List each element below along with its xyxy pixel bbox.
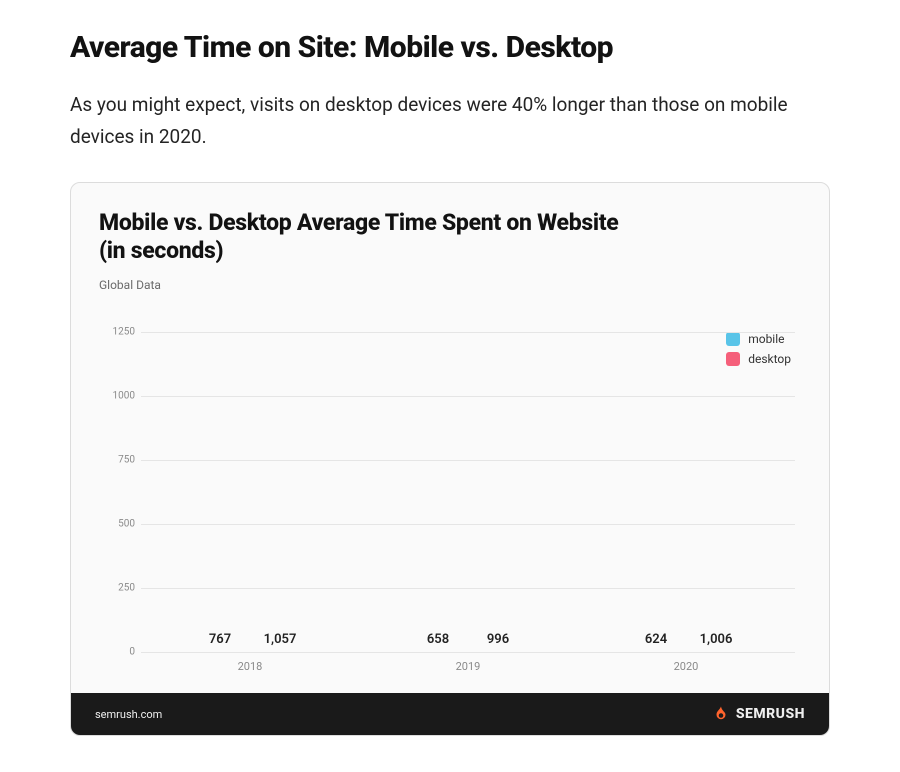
page-root: Average Time on Site: Mobile vs. Desktop… <box>0 0 900 766</box>
bar-value-label: 767 <box>209 632 231 647</box>
y-tick-label: 1000 <box>99 391 135 402</box>
y-tick-label: 250 <box>99 583 135 594</box>
chart-area: mobile desktop 025050075010001250 7671,0… <box>99 332 801 673</box>
y-tick-label: 1250 <box>99 327 135 338</box>
chart-card-body: Mobile vs. Desktop Average Time Spent on… <box>71 183 829 694</box>
gridline <box>141 652 795 653</box>
brand: SEMRUSH <box>712 705 805 723</box>
bar-value-label: 996 <box>487 632 509 647</box>
bar-value-label: 1,057 <box>264 632 297 647</box>
y-tick-label: 750 <box>99 455 135 466</box>
bar-value-label: 624 <box>645 632 667 647</box>
flame-icon <box>712 705 730 723</box>
card-footer: semrush.com SEMRUSH <box>71 693 829 735</box>
intro-text: As you might expect, visits on desktop d… <box>70 89 810 154</box>
x-tick-label: 2020 <box>577 660 795 673</box>
bars-container: 767 1,057 658 996 624 1,006 <box>141 332 795 652</box>
x-tick-label: 2019 <box>359 660 577 673</box>
bar-value-label: 1,006 <box>700 632 733 647</box>
brand-text: SEMRUSH <box>736 706 805 722</box>
x-axis: 201820192020 <box>141 660 795 673</box>
page-title: Average Time on Site: Mobile vs. Desktop <box>70 30 830 65</box>
y-tick-label: 0 <box>99 647 135 658</box>
plot-area: 025050075010001250 7671,0576589966241,00… <box>141 332 795 652</box>
footer-site: semrush.com <box>95 708 162 721</box>
chart-card: Mobile vs. Desktop Average Time Spent on… <box>70 182 830 737</box>
y-tick-label: 500 <box>99 519 135 530</box>
bar-value-label: 658 <box>427 632 449 647</box>
chart-subtitle: Global Data <box>99 278 801 292</box>
chart-title: Mobile vs. Desktop Average Time Spent on… <box>99 209 619 267</box>
x-tick-label: 2018 <box>141 660 359 673</box>
